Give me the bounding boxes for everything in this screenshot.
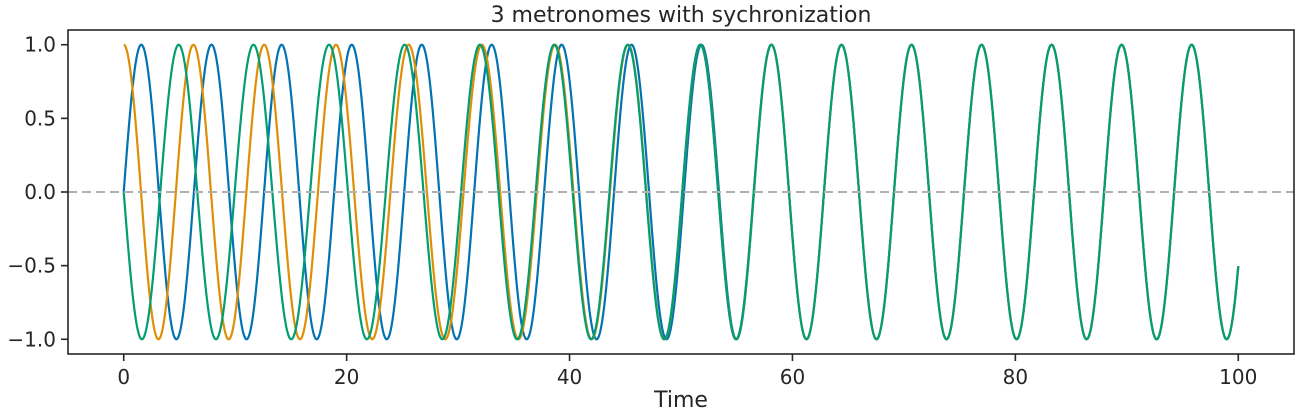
y-tick-label: −0.5 bbox=[7, 254, 56, 278]
y-tick-label: −1.0 bbox=[7, 327, 56, 351]
x-tick-label: 20 bbox=[334, 365, 359, 389]
x-axis-ticks: 0 20 40 60 80 100 bbox=[117, 354, 1257, 389]
y-axis-ticks: 1.0 0.5 0.0 −0.5 −1.0 bbox=[7, 33, 68, 351]
y-tick-label: 0.0 bbox=[24, 180, 56, 204]
x-tick-label: 100 bbox=[1219, 365, 1257, 389]
x-axis-label: Time bbox=[653, 388, 708, 413]
x-tick-label: 0 bbox=[117, 365, 130, 389]
x-tick-label: 60 bbox=[780, 365, 805, 389]
x-tick-label: 40 bbox=[557, 365, 582, 389]
y-tick-label: 0.5 bbox=[24, 106, 56, 130]
chart-title: 3 metronomes with sychronization bbox=[491, 3, 872, 28]
series-line-3 bbox=[122, 43, 1240, 341]
x-tick-label: 80 bbox=[1003, 365, 1028, 389]
y-tick-label: 1.0 bbox=[24, 33, 56, 57]
plot-lines bbox=[122, 43, 1240, 341]
